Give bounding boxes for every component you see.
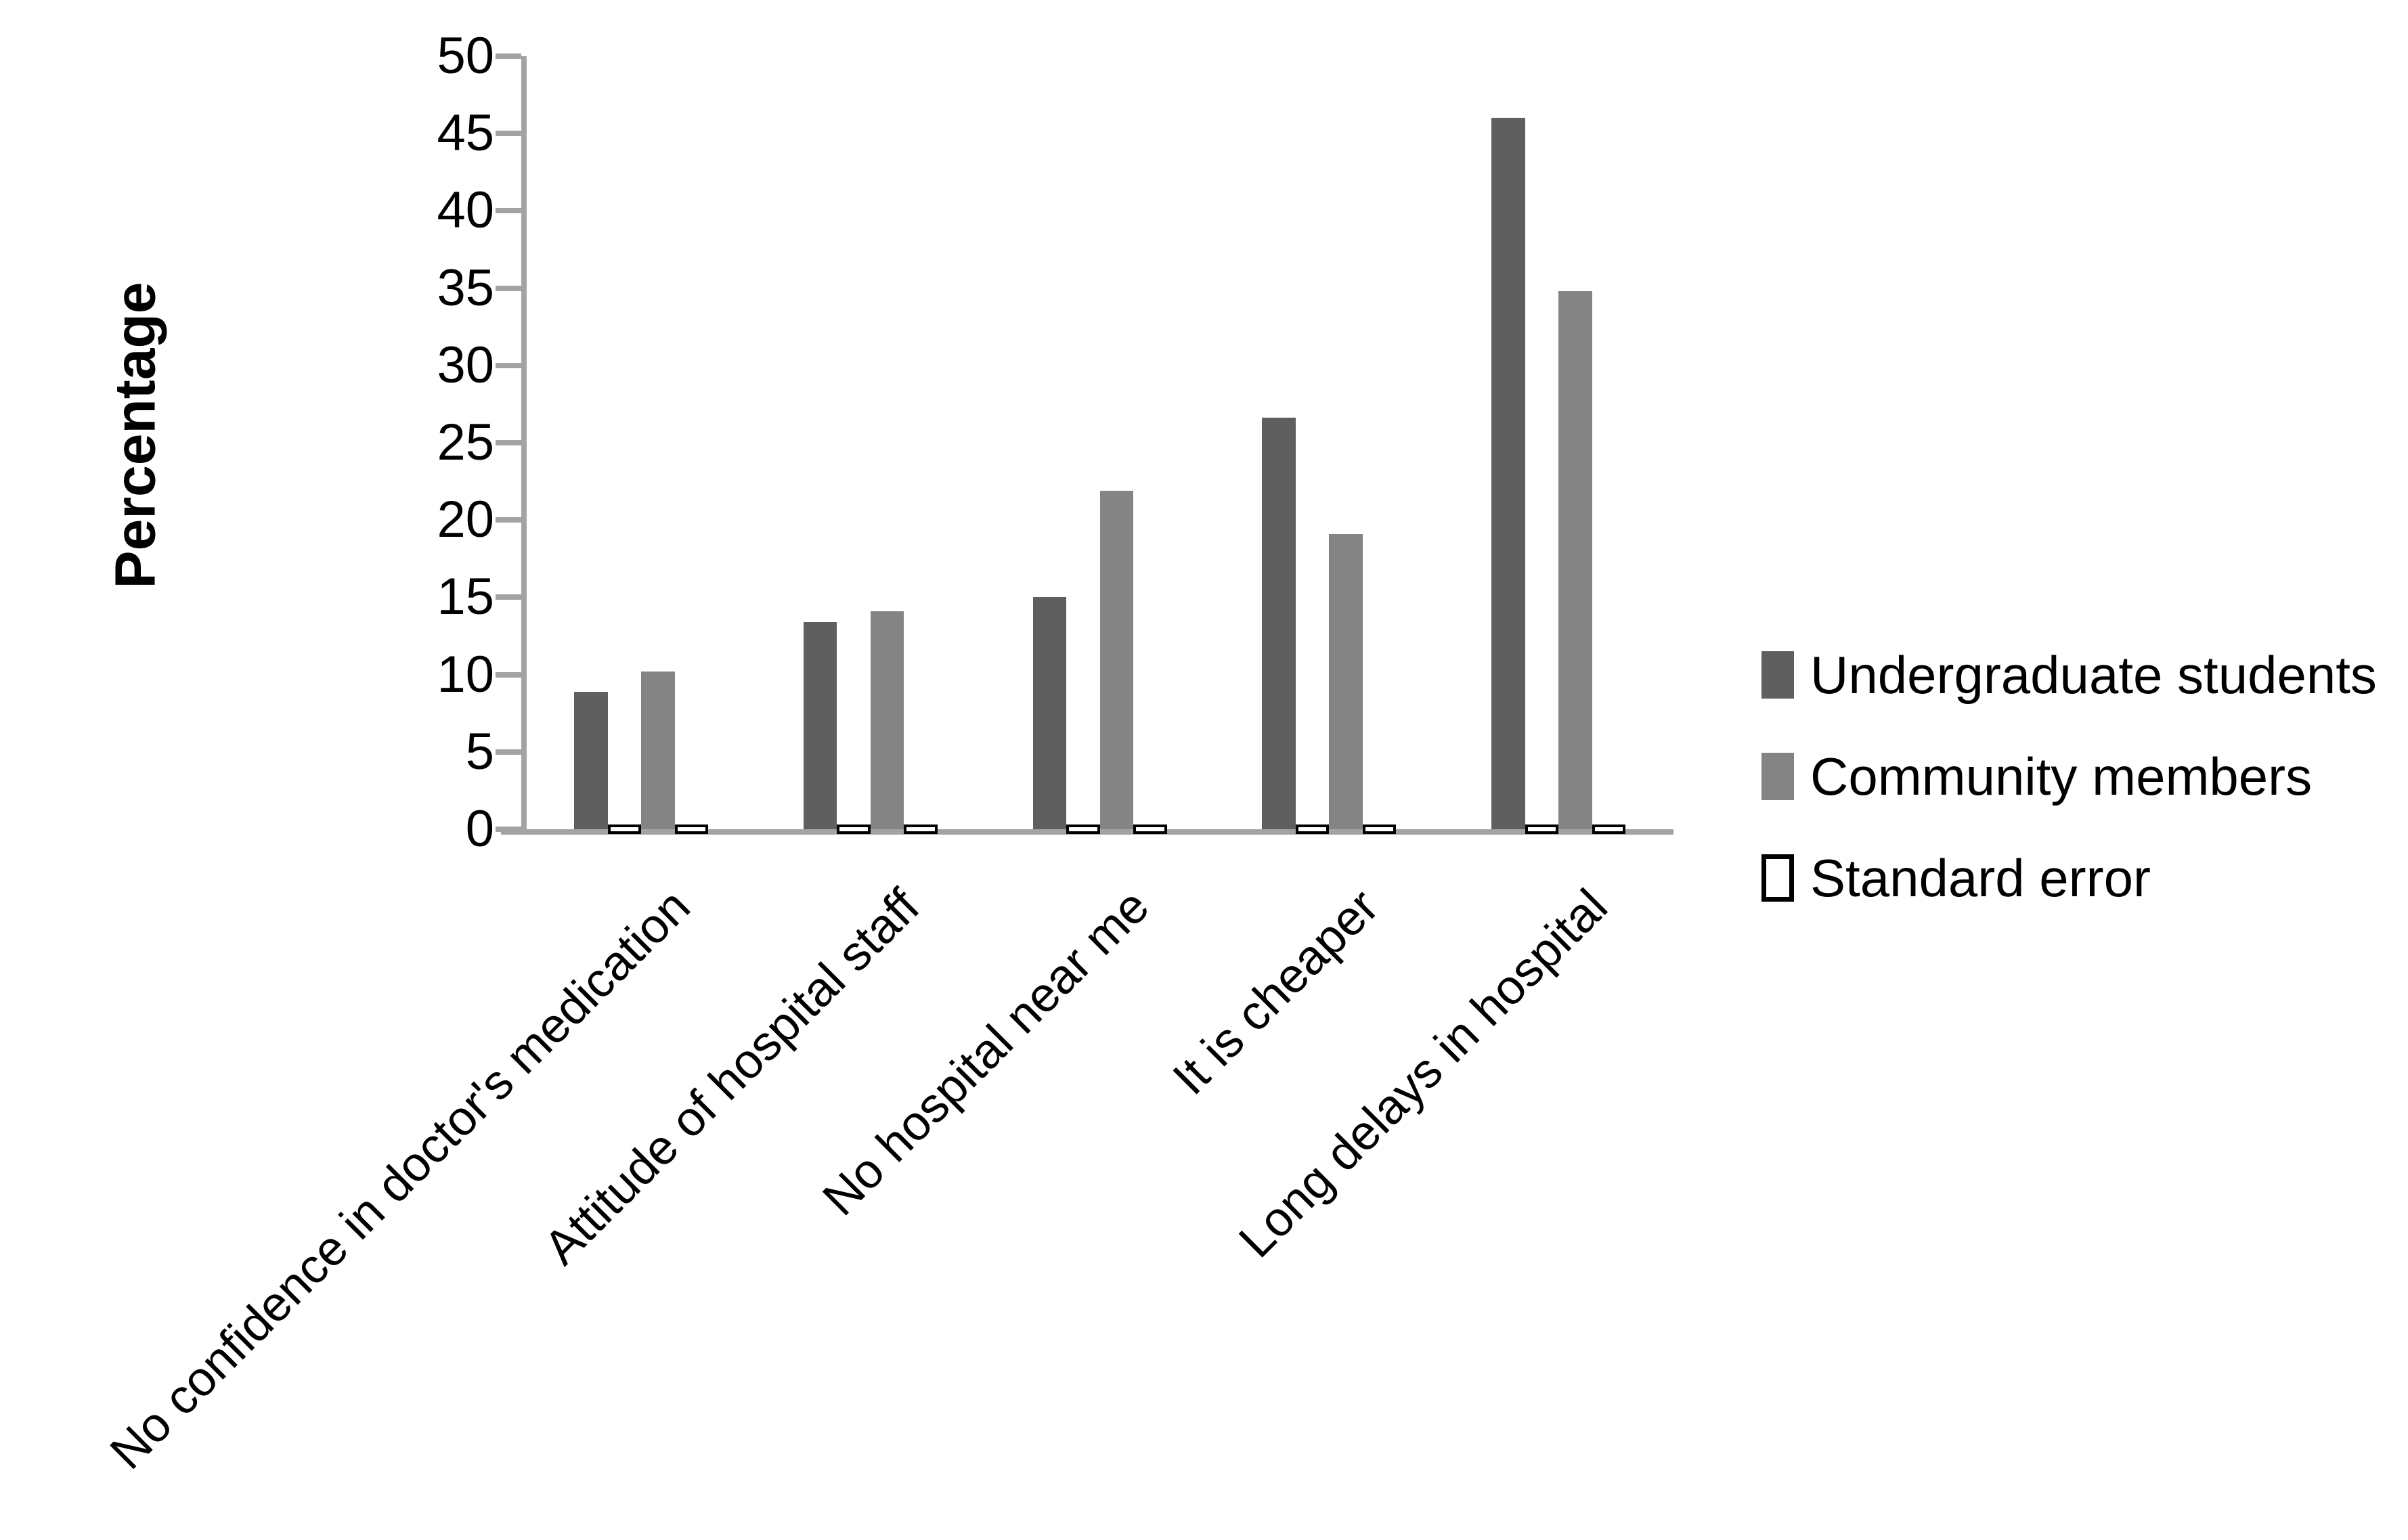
y-tick-label-35: 35 bbox=[437, 259, 494, 317]
bar-community-members-4 bbox=[1329, 534, 1363, 829]
bar-community-members-5 bbox=[1558, 291, 1592, 829]
y-axis-line bbox=[521, 56, 527, 832]
y-tick-25 bbox=[496, 440, 521, 445]
y-axis-title: Percentage bbox=[103, 282, 167, 589]
bar-standard-error-4 bbox=[1362, 824, 1397, 834]
y-tick-5 bbox=[496, 749, 521, 755]
y-tick-15 bbox=[496, 594, 521, 600]
community-members-swatch bbox=[1761, 753, 1794, 800]
y-tick-label-15: 15 bbox=[437, 568, 494, 626]
plot-area bbox=[496, 53, 1673, 835]
y-tick-label-50: 50 bbox=[437, 27, 494, 85]
y-tick-30 bbox=[496, 362, 521, 368]
y-tick-label-40: 40 bbox=[437, 181, 494, 240]
bar-standard-error-1 bbox=[674, 824, 708, 834]
x-category-label-2: Attitude of hospital staff bbox=[533, 879, 930, 1275]
y-tick-label-30: 30 bbox=[437, 336, 494, 394]
bar-standard-error-2 bbox=[837, 824, 871, 834]
bar-standard-error-3 bbox=[1133, 824, 1167, 834]
y-tick-50 bbox=[496, 53, 521, 59]
bar-standard-error-4 bbox=[1295, 824, 1330, 834]
bar-community-members-2 bbox=[870, 611, 904, 829]
bar-undergraduate-students-2 bbox=[803, 622, 837, 829]
bar-standard-error-3 bbox=[1066, 824, 1100, 834]
y-tick-label-0: 0 bbox=[465, 800, 494, 858]
legend-label: Community members bbox=[1810, 747, 2313, 806]
y-tick-20 bbox=[496, 517, 521, 523]
y-tick-10 bbox=[496, 672, 521, 678]
bar-standard-error-2 bbox=[904, 824, 938, 834]
y-tick-45 bbox=[496, 131, 521, 137]
legend-label: Undergraduate students bbox=[1810, 645, 2377, 705]
y-tick-label-20: 20 bbox=[437, 491, 494, 549]
y-tick-35 bbox=[496, 285, 521, 291]
bar-standard-error-1 bbox=[607, 824, 641, 834]
bar-undergraduate-students-1 bbox=[574, 692, 608, 829]
bar-standard-error-5 bbox=[1525, 824, 1559, 834]
y-tick-label-45: 45 bbox=[437, 104, 494, 162]
bar-undergraduate-students-4 bbox=[1262, 418, 1296, 829]
legend-label: Standard error bbox=[1810, 848, 2151, 908]
legend-item-undergraduate-students: Undergraduate students bbox=[1761, 638, 2377, 712]
bar-community-members-3 bbox=[1099, 491, 1134, 829]
legend-item-standard-error: Standard error bbox=[1761, 841, 2151, 915]
bar-undergraduate-students-3 bbox=[1032, 597, 1067, 829]
bar-undergraduate-students-5 bbox=[1491, 118, 1525, 829]
x-category-label-5: Long delays in hospital bbox=[1229, 879, 1618, 1269]
x-category-label-4: It is cheaper bbox=[1162, 879, 1389, 1105]
y-tick-40 bbox=[496, 208, 521, 214]
bar-standard-error-5 bbox=[1592, 824, 1626, 834]
y-tick-label-5: 5 bbox=[465, 722, 494, 780]
y-tick-label-25: 25 bbox=[437, 414, 494, 471]
legend-item-community-members: Community members bbox=[1761, 739, 2312, 814]
undergraduate-students-swatch bbox=[1761, 651, 1794, 699]
y-tick-label-10: 10 bbox=[437, 645, 494, 703]
bar-community-members-1 bbox=[641, 672, 675, 829]
standard-error-swatch bbox=[1761, 854, 1794, 902]
y-tick-0 bbox=[496, 827, 521, 832]
